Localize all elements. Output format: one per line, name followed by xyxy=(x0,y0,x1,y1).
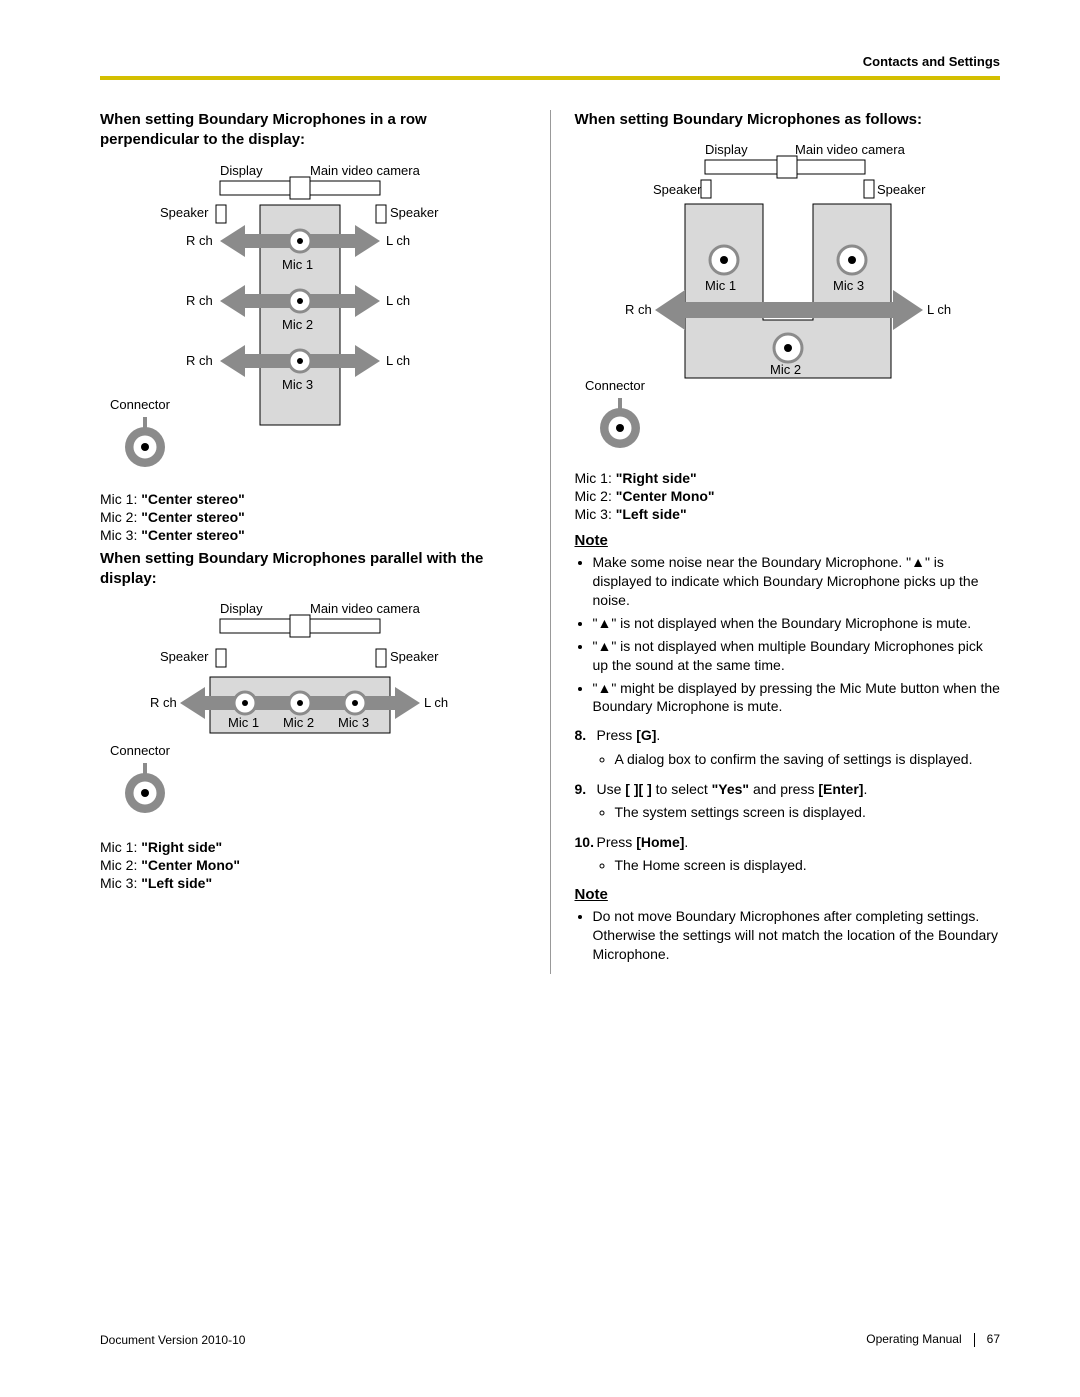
svg-text:R ch: R ch xyxy=(186,233,213,248)
svg-text:Connector: Connector xyxy=(110,397,171,412)
col-left: When setting Boundary Microphones in a r… xyxy=(100,110,526,974)
svg-text:R ch: R ch xyxy=(186,293,213,308)
step-10: 10.Press [Home]. The Home screen is disp… xyxy=(575,833,1001,876)
list-item: "▲" might be displayed by pressing the M… xyxy=(593,679,1001,717)
list-item: The system settings screen is displayed. xyxy=(615,803,1001,823)
mic-settings-2: Mic 1: "Right side" Mic 2: "Center Mono"… xyxy=(100,839,526,891)
svg-text:Speaker: Speaker xyxy=(877,182,926,197)
svg-text:Mic 2: Mic 2 xyxy=(282,317,313,332)
svg-text:Speaker: Speaker xyxy=(653,182,702,197)
columns: When setting Boundary Microphones in a r… xyxy=(100,110,1000,974)
svg-text:Mic 2: Mic 2 xyxy=(770,362,801,377)
footer-version: Document Version 2010-10 xyxy=(100,1333,245,1347)
svg-text:Mic 1: Mic 1 xyxy=(705,278,736,293)
list-item: The Home screen is displayed. xyxy=(615,856,1001,876)
step-9: 9.Use [ ][ ] to select "Yes" and press [… xyxy=(575,780,1001,823)
note-1-list: Make some noise near the Boundary Microp… xyxy=(593,553,1001,716)
svg-text:R ch: R ch xyxy=(625,302,652,317)
col-right: When setting Boundary Microphones as fol… xyxy=(575,110,1001,974)
diagram-u-shape: Display Main video camera Speaker Speake… xyxy=(575,140,955,460)
column-divider xyxy=(550,110,551,974)
note-1-heading: Note xyxy=(575,532,1001,549)
svg-text:Mic 2: Mic 2 xyxy=(283,715,314,730)
note-2-list: Do not move Boundary Microphones after c… xyxy=(593,907,1001,964)
header-rule xyxy=(100,76,1000,80)
svg-text:Mic 3: Mic 3 xyxy=(833,278,864,293)
svg-text:Display: Display xyxy=(705,142,748,157)
svg-text:Mic 3: Mic 3 xyxy=(338,715,369,730)
mic-settings-3: Mic 1: "Right side" Mic 2: "Center Mono"… xyxy=(575,470,1001,522)
list-item: A dialog box to confirm the saving of se… xyxy=(615,750,1001,770)
svg-text:L ch: L ch xyxy=(386,293,410,308)
svg-text:Main video camera: Main video camera xyxy=(310,163,421,178)
svg-text:Display: Display xyxy=(220,601,263,616)
page: Contacts and Settings When setting Bound… xyxy=(0,0,1080,1397)
svg-text:Speaker: Speaker xyxy=(390,205,439,220)
right-h1: When setting Boundary Microphones as fol… xyxy=(575,110,1001,130)
list-item: Do not move Boundary Microphones after c… xyxy=(593,907,1001,964)
steps: 8.Press [G]. A dialog box to confirm the… xyxy=(575,726,1001,876)
svg-text:Connector: Connector xyxy=(110,743,171,758)
svg-text:Mic 3: Mic 3 xyxy=(282,377,313,392)
list-item: "▲" is not displayed when multiple Bound… xyxy=(593,637,1001,675)
header-section: Contacts and Settings xyxy=(863,54,1000,69)
svg-text:L ch: L ch xyxy=(424,695,448,710)
svg-text:Mic 1: Mic 1 xyxy=(228,715,259,730)
left-h1: When setting Boundary Microphones in a r… xyxy=(100,110,526,151)
diagram-parallel: Display Main video camera Speaker Speake… xyxy=(100,599,460,829)
list-item: "▲" is not displayed when the Boundary M… xyxy=(593,614,1001,633)
list-item: Make some noise near the Boundary Microp… xyxy=(593,553,1001,610)
svg-text:R ch: R ch xyxy=(150,695,177,710)
svg-text:Speaker: Speaker xyxy=(160,649,209,664)
svg-text:Speaker: Speaker xyxy=(160,205,209,220)
step-8: 8.Press [G]. A dialog box to confirm the… xyxy=(575,726,1001,769)
svg-text:Connector: Connector xyxy=(585,378,646,393)
svg-text:L ch: L ch xyxy=(386,353,410,368)
svg-text:R ch: R ch xyxy=(186,353,213,368)
note-2-heading: Note xyxy=(575,886,1001,903)
svg-text:Display: Display xyxy=(220,163,263,178)
svg-text:L ch: L ch xyxy=(386,233,410,248)
svg-text:Speaker: Speaker xyxy=(390,649,439,664)
svg-text:Main video camera: Main video camera xyxy=(795,142,906,157)
footer-right: Operating Manual67 xyxy=(866,1332,1000,1347)
mic-settings-1: Mic 1: "Center stereo" Mic 2: "Center st… xyxy=(100,491,526,543)
svg-text:Main video camera: Main video camera xyxy=(310,601,421,616)
left-h2: When setting Boundary Microphones parall… xyxy=(100,549,526,590)
footer: Document Version 2010-10 Operating Manua… xyxy=(100,1332,1000,1347)
svg-text:L ch: L ch xyxy=(927,302,951,317)
svg-text:Mic 1: Mic 1 xyxy=(282,257,313,272)
diagram-perpendicular: Display Main video camera Speaker Speake… xyxy=(100,161,460,481)
